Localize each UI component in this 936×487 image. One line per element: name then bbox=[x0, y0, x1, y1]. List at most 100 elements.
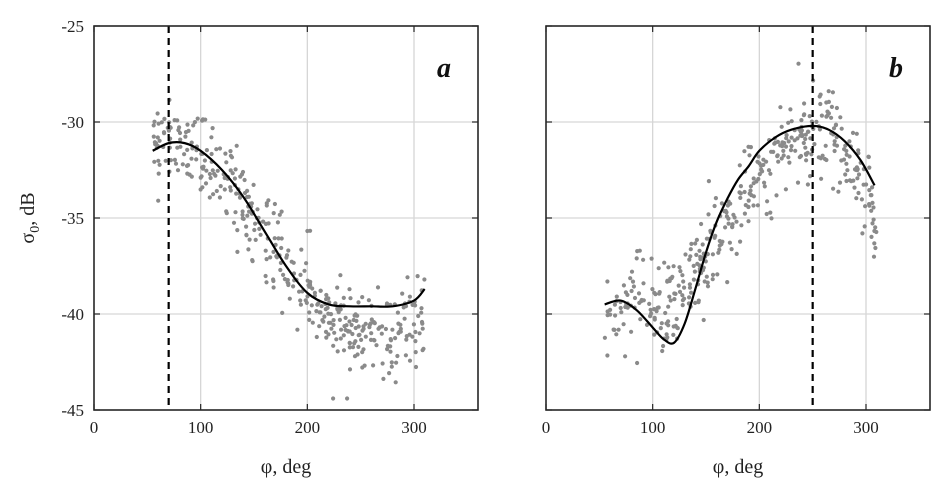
scatter-point bbox=[232, 176, 237, 181]
scatter-point bbox=[319, 304, 324, 309]
scatter-point bbox=[789, 144, 794, 149]
scatter-point bbox=[240, 212, 245, 217]
scatter-point bbox=[245, 188, 250, 193]
scatter-point bbox=[605, 353, 610, 358]
scatter-point bbox=[704, 274, 709, 279]
scatter-point bbox=[360, 295, 365, 300]
scatter-point bbox=[806, 129, 811, 134]
scatter-point bbox=[688, 254, 693, 259]
scatter-point bbox=[304, 261, 309, 266]
x-tick-label: 300 bbox=[401, 418, 427, 437]
panel-b-x-axis-label: φ, deg bbox=[713, 456, 763, 478]
scatter-point bbox=[743, 203, 748, 208]
panel-a-scatter-points bbox=[151, 97, 427, 401]
scatter-point bbox=[680, 273, 685, 278]
scatter-point bbox=[390, 327, 395, 332]
scatter-point bbox=[153, 142, 158, 147]
scatter-point bbox=[419, 310, 424, 315]
scatter-point bbox=[234, 191, 239, 196]
scatter-point bbox=[673, 291, 678, 296]
scatter-point bbox=[708, 228, 713, 233]
scatter-point bbox=[778, 105, 783, 110]
scatter-point bbox=[237, 195, 243, 200]
scatter-point bbox=[742, 211, 748, 216]
scatter-point bbox=[612, 327, 617, 332]
scatter-point bbox=[663, 310, 668, 316]
scatter-point bbox=[687, 282, 693, 287]
scatter-point bbox=[234, 143, 239, 148]
scatter-point bbox=[672, 297, 677, 302]
scatter-point bbox=[799, 118, 804, 123]
scatter-point bbox=[775, 153, 780, 158]
scatter-point bbox=[751, 194, 757, 199]
scatter-point bbox=[862, 224, 867, 229]
scatter-point bbox=[653, 292, 658, 297]
scatter-point bbox=[208, 175, 213, 181]
scatter-point bbox=[371, 363, 376, 368]
scatter-point bbox=[870, 200, 875, 205]
y-tick-label: -45 bbox=[61, 401, 84, 420]
scatter-point bbox=[664, 332, 669, 337]
scatter-point bbox=[871, 217, 876, 222]
scatter-point bbox=[683, 252, 688, 257]
scatter-point bbox=[666, 319, 671, 324]
scatter-point bbox=[655, 305, 660, 310]
scatter-point bbox=[155, 135, 160, 140]
scatter-point bbox=[824, 157, 829, 163]
y-tick-label: -35 bbox=[61, 209, 84, 228]
scatter-point bbox=[347, 287, 352, 292]
panel-b-label: b bbox=[889, 53, 903, 84]
scatter-point bbox=[272, 236, 277, 241]
scatter-point bbox=[156, 158, 161, 163]
scatter-point bbox=[286, 281, 291, 286]
scatter-point bbox=[332, 330, 337, 335]
scatter-point bbox=[710, 252, 716, 257]
x-tick-label: 200 bbox=[295, 418, 321, 437]
scatter-point bbox=[612, 302, 618, 307]
scatter-point bbox=[191, 123, 196, 128]
scatter-point bbox=[335, 285, 340, 290]
scatter-point bbox=[350, 345, 356, 350]
scatter-point bbox=[381, 376, 386, 381]
scatter-point bbox=[419, 306, 424, 311]
scatter-point bbox=[298, 298, 303, 303]
scatter-point bbox=[233, 210, 238, 215]
scatter-point bbox=[413, 339, 418, 344]
scatter-point bbox=[182, 152, 187, 157]
scatter-point bbox=[639, 297, 644, 303]
scatter-point bbox=[242, 177, 247, 183]
scatter-point bbox=[186, 128, 191, 133]
scatter-point bbox=[210, 168, 215, 173]
scatter-point bbox=[801, 140, 806, 146]
scatter-point bbox=[870, 221, 875, 226]
scatter-point bbox=[727, 240, 733, 245]
scatter-point bbox=[307, 281, 312, 286]
scatter-point bbox=[246, 194, 251, 199]
scatter-point bbox=[832, 139, 837, 144]
scatter-point bbox=[747, 191, 752, 196]
scatter-point bbox=[155, 111, 160, 116]
scatter-point bbox=[871, 254, 877, 259]
scatter-point bbox=[214, 147, 219, 152]
scatter-point bbox=[367, 325, 372, 330]
scatter-point bbox=[350, 331, 355, 337]
scatter-point bbox=[681, 279, 686, 284]
scatter-point bbox=[401, 305, 406, 310]
panel-a-x-axis-label: φ, deg bbox=[261, 456, 311, 478]
scatter-point bbox=[802, 112, 807, 117]
scatter-point bbox=[819, 113, 825, 118]
scatter-point bbox=[739, 223, 744, 228]
scatter-point bbox=[614, 332, 619, 337]
scatter-point bbox=[648, 314, 653, 319]
scatter-point bbox=[829, 115, 834, 120]
scatter-point bbox=[307, 317, 312, 322]
scatter-point bbox=[717, 247, 722, 252]
scatter-point bbox=[333, 301, 338, 306]
scatter-point bbox=[747, 153, 752, 158]
scatter-point bbox=[657, 291, 662, 296]
scatter-point bbox=[317, 324, 322, 329]
scatter-point bbox=[349, 322, 354, 328]
scatter-point bbox=[297, 289, 302, 294]
scatter-point bbox=[671, 332, 676, 337]
scatter-point bbox=[630, 279, 636, 284]
